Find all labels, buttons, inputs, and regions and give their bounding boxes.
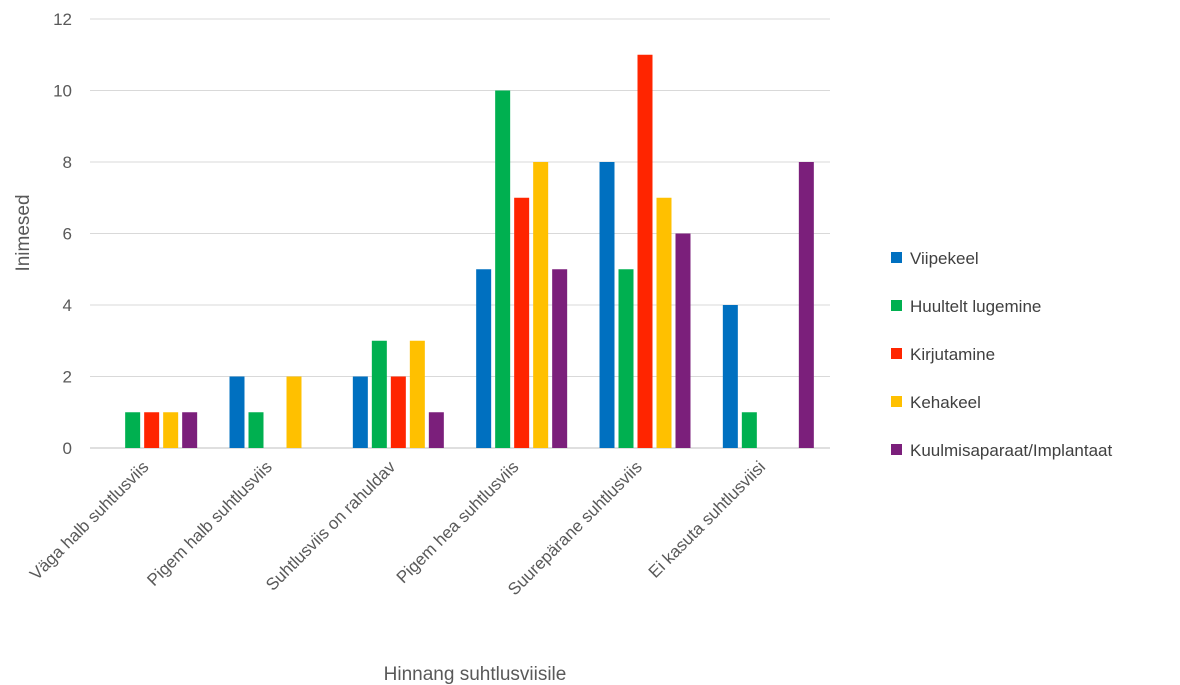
y-tick-label: 4 xyxy=(63,296,72,315)
bar-kuulmisaparaat-implantaat-3 xyxy=(552,269,568,448)
bar-kuulmisaparaat-implantaat-0 xyxy=(182,412,198,448)
x-tick-label: Pigem hea suhtlusviis xyxy=(393,457,523,587)
x-tick-label: Suurepärane suhtlusviis xyxy=(504,457,646,599)
x-tick-label: Pigem halb suhtlusviis xyxy=(143,457,275,589)
legend-swatch xyxy=(891,300,902,311)
bars xyxy=(125,54,814,448)
bar-kirjutamine-3 xyxy=(514,197,530,448)
legend-label: Kuulmisaparaat/Implantaat xyxy=(910,441,1113,460)
bar-kuulmisaparaat-implantaat-4 xyxy=(675,233,691,448)
y-tick-label: 8 xyxy=(63,153,72,172)
legend: Viipekeel Huultelt lugemine Kirjutamine Keh… xyxy=(891,249,1113,460)
bar-kirjutamine-2 xyxy=(390,376,406,448)
bar-viipekeel-1 xyxy=(229,376,245,448)
bar-huultelt-lugemine-4 xyxy=(618,269,634,448)
legend-swatch xyxy=(891,396,902,407)
bar-viipekeel-5 xyxy=(722,305,738,448)
bar-huultelt-lugemine-3 xyxy=(495,90,511,448)
x-tick-label: Väga halb suhtlusviis xyxy=(26,457,152,583)
x-tick-label: Suhtlusviis on rahuldav xyxy=(262,457,399,594)
bar-viipekeel-3 xyxy=(476,269,492,448)
legend-label: Kirjutamine xyxy=(910,345,995,364)
y-tick-label: 12 xyxy=(53,10,72,29)
bar-kuulmisaparaat-implantaat-2 xyxy=(428,412,444,448)
bar-kehakeel-4 xyxy=(656,197,672,448)
bar-huultelt-lugemine-2 xyxy=(371,340,387,448)
gridlines xyxy=(90,18,830,449)
bar-huultelt-lugemine-5 xyxy=(741,412,757,448)
bar-viipekeel-2 xyxy=(352,376,368,448)
legend-label: Huultelt lugemine xyxy=(910,297,1041,316)
y-tick-label: 6 xyxy=(63,225,72,244)
y-tick-label: 0 xyxy=(63,439,72,458)
bar-kehakeel-0 xyxy=(163,412,179,448)
bar-huultelt-lugemine-1 xyxy=(248,412,264,448)
y-tick-label: 2 xyxy=(63,368,72,387)
legend-label: Viipekeel xyxy=(910,249,979,268)
y-tick-label: 10 xyxy=(53,82,72,101)
legend-swatch xyxy=(891,444,902,455)
y-axis-title: Inimesed xyxy=(13,194,34,271)
y-axis-ticks: 0 2 4 6 8 10 12 xyxy=(53,10,72,458)
bar-huultelt-lugemine-0 xyxy=(125,412,141,448)
bar-viipekeel-4 xyxy=(599,162,615,448)
bar-kehakeel-2 xyxy=(409,340,425,448)
legend-swatch xyxy=(891,252,902,263)
bar-kehakeel-3 xyxy=(533,162,549,448)
legend-label: Kehakeel xyxy=(910,393,981,412)
bar-kehakeel-1 xyxy=(286,376,302,448)
x-axis-title: Hinnang suhtlusviisile xyxy=(384,664,567,685)
legend-swatch xyxy=(891,348,902,359)
bar-kirjutamine-4 xyxy=(637,54,653,448)
bar-kuulmisaparaat-implantaat-5 xyxy=(798,162,814,448)
bar-kirjutamine-0 xyxy=(144,412,160,448)
x-tick-label: Ei kasuta suhtlusviisi xyxy=(645,457,769,581)
